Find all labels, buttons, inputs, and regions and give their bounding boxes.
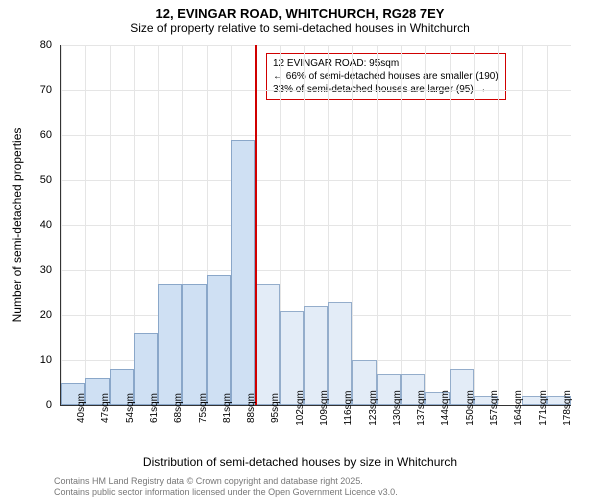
callout-line1: 12 EVINGAR ROAD: 95sqm bbox=[273, 57, 499, 70]
xtick-label: 54sqm bbox=[125, 393, 136, 423]
gridline-v bbox=[547, 45, 548, 405]
footer: Contains HM Land Registry data © Crown c… bbox=[54, 476, 398, 498]
ytick-label: 0 bbox=[22, 399, 52, 411]
gridline-h bbox=[61, 225, 571, 226]
gridline-h bbox=[61, 135, 571, 136]
ytick-label: 60 bbox=[22, 129, 52, 141]
xtick-label: 88sqm bbox=[246, 393, 257, 423]
gridline-v bbox=[61, 45, 62, 405]
gridline-h bbox=[61, 270, 571, 271]
bar bbox=[255, 284, 279, 406]
callout-box: 12 EVINGAR ROAD: 95sqm ← 66% of semi-det… bbox=[266, 53, 506, 100]
gridline-h bbox=[61, 180, 571, 181]
ytick-label: 30 bbox=[22, 264, 52, 276]
gridline-v bbox=[110, 45, 111, 405]
xtick-label: 81sqm bbox=[222, 393, 233, 423]
gridline-v bbox=[377, 45, 378, 405]
xtick-label: 95sqm bbox=[270, 393, 281, 423]
gridline-v bbox=[352, 45, 353, 405]
bar bbox=[207, 275, 231, 406]
callout-line2: ← 66% of semi-detached houses are smalle… bbox=[273, 70, 499, 83]
xtick-label: 116sqm bbox=[343, 391, 354, 426]
bar bbox=[182, 284, 206, 406]
xtick-label: 144sqm bbox=[440, 390, 451, 426]
bar bbox=[158, 284, 182, 406]
xtick-label: 102sqm bbox=[295, 390, 306, 426]
ytick-label: 10 bbox=[22, 354, 52, 366]
gridline-v bbox=[498, 45, 499, 405]
plot-area: 12 EVINGAR ROAD: 95sqm ← 66% of semi-det… bbox=[60, 45, 571, 406]
ytick-label: 80 bbox=[22, 39, 52, 51]
xtick-label: 130sqm bbox=[392, 390, 403, 426]
title-sub: Size of property relative to semi-detach… bbox=[0, 21, 600, 39]
footer-line2: Contains public sector information licen… bbox=[54, 487, 398, 498]
gridline-v bbox=[450, 45, 451, 405]
xtick-label: 178sqm bbox=[562, 390, 573, 426]
xtick-label: 68sqm bbox=[173, 393, 184, 423]
x-axis-label: Distribution of semi-detached houses by … bbox=[0, 455, 600, 469]
gridline-v bbox=[522, 45, 523, 405]
bar bbox=[231, 140, 255, 406]
xtick-label: 137sqm bbox=[416, 390, 427, 426]
ytick-label: 70 bbox=[22, 84, 52, 96]
xtick-label: 40sqm bbox=[76, 393, 87, 423]
ytick-label: 50 bbox=[22, 174, 52, 186]
chart-container: 12, EVINGAR ROAD, WHITCHURCH, RG28 7EY S… bbox=[0, 0, 600, 500]
xtick-label: 123sqm bbox=[368, 390, 379, 426]
gridline-v bbox=[401, 45, 402, 405]
xtick-label: 157sqm bbox=[489, 390, 500, 426]
xtick-label: 109sqm bbox=[319, 390, 330, 426]
bar bbox=[328, 302, 352, 406]
gridline-h bbox=[61, 45, 571, 46]
footer-line1: Contains HM Land Registry data © Crown c… bbox=[54, 476, 398, 487]
gridline-v bbox=[425, 45, 426, 405]
ytick-label: 40 bbox=[22, 219, 52, 231]
gridline-v bbox=[474, 45, 475, 405]
gridline-v bbox=[85, 45, 86, 405]
xtick-label: 171sqm bbox=[538, 390, 549, 426]
xtick-label: 75sqm bbox=[198, 393, 209, 423]
title-main: 12, EVINGAR ROAD, WHITCHURCH, RG28 7EY bbox=[0, 0, 600, 21]
ytick-label: 20 bbox=[22, 309, 52, 321]
xtick-label: 47sqm bbox=[100, 393, 111, 423]
gridline-h bbox=[61, 90, 571, 91]
xtick-label: 164sqm bbox=[513, 390, 524, 426]
xtick-label: 61sqm bbox=[149, 393, 160, 423]
xtick-label: 150sqm bbox=[465, 390, 476, 426]
marker-line bbox=[255, 45, 257, 405]
